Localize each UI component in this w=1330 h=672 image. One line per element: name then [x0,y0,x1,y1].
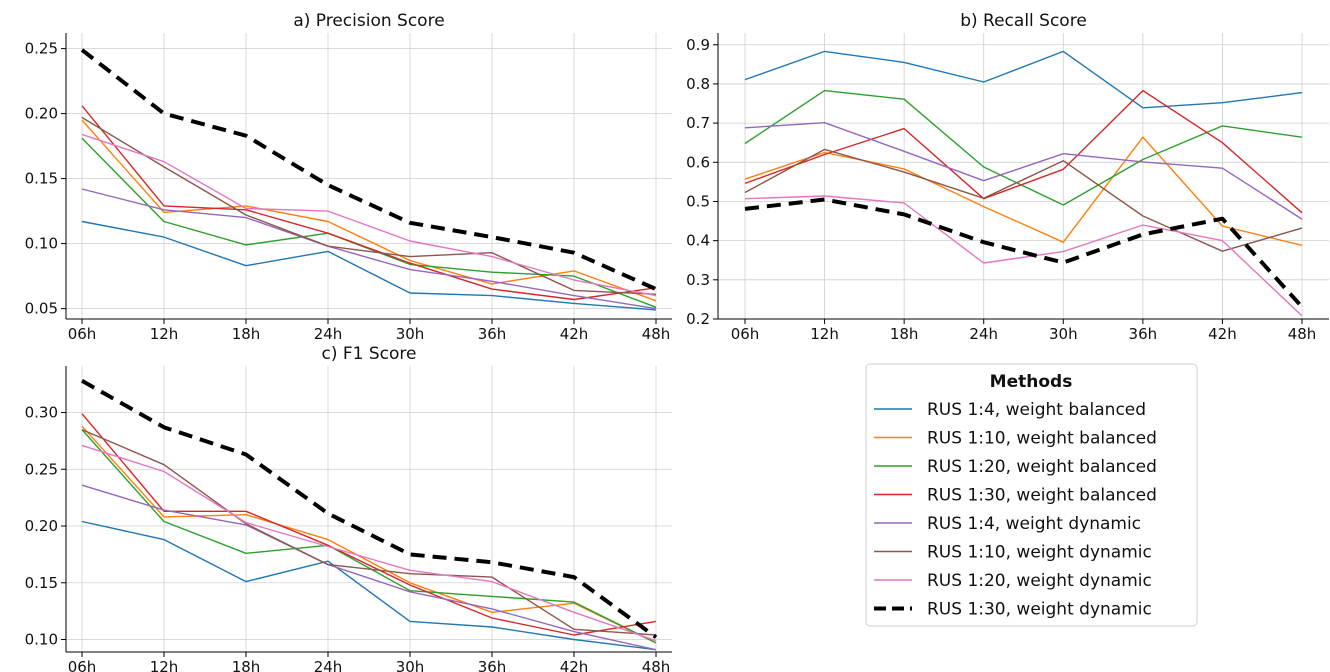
recall-y-tick-label: 0.2 [686,310,710,328]
legend-label-3: RUS 1:20, weight balanced [927,457,1157,477]
legend-title: Methods [990,372,1073,392]
precision-series-line-6 [81,116,657,295]
legend-label-2: RUS 1:10, weight balanced [927,429,1157,449]
legend-entries: RUS 1:4, weight balanced RUS 1:10, weight… [874,400,1157,620]
legend-label-5: RUS 1:4, weight dynamic [927,514,1141,534]
precision-series-line-1 [81,220,657,311]
precision-x-tick-label: 06h [68,325,97,343]
precision-y-tick-label: 0.15 [25,170,58,188]
recall-series-line-8 [744,197,1304,309]
recall-y-tick-label: 0.4 [686,232,710,250]
f1-x-tick-label: 30h [396,658,425,672]
recall-x-tick-label: 06h [731,325,760,343]
precision-chart-title: a) Precision Score [293,11,444,31]
f1-chart-title: c) F1 Score [322,344,417,364]
precision-chart: 06h 12h 18h 24h 30h 36h 42h 48h 0.05 0.10 0.15 0.20… [25,11,672,343]
precision-series-line-8 [80,48,657,291]
f1-series-line-2 [81,425,657,644]
recall-x-tick-label: 42h [1208,325,1237,343]
recall-y-tick-label: 0.5 [686,192,710,210]
f1-y-tick-label: 0.20 [25,517,58,535]
f1-series-line-8 [81,379,658,639]
precision-x-tick-label: 12h [150,325,179,343]
f1-series-line-1 [81,520,657,651]
legend-label-6: RUS 1:10, weight dynamic [927,543,1152,563]
recall-x-tick-label: 12h [810,325,839,343]
f1-y-tick-label: 0.30 [25,404,58,422]
legend: Methods RUS 1:4, weight balanced RUS 1:10… [865,363,1198,627]
f1-chart: 06h 12h 18h 24h 30h 36h 42h 48h 0.10 0.15 0.20 0.25… [25,344,672,672]
precision-y-tick-label: 0.20 [25,105,58,123]
recall-y-tick-label: 0.9 [686,36,710,54]
legend-label-4: RUS 1:30, weight balanced [927,486,1157,506]
recall-series-line-3 [744,89,1303,206]
precision-y-tick-label: 0.10 [25,235,58,253]
recall-x-tick-label: 30h [1049,325,1078,343]
precision-x-tick-label: 42h [560,325,589,343]
precision-y-tick-label: 0.05 [25,300,58,318]
legend-label-1: RUS 1:4, weight balanced [927,400,1146,420]
f1-x-tick-label: 18h [232,658,261,672]
recall-x-tick-label: 24h [969,325,998,343]
recall-series-line-7 [744,195,1303,317]
f1-series-line-5 [81,484,657,651]
f1-y-tick-label: 0.25 [25,460,58,478]
precision-series-line-4 [81,105,657,301]
legend-label-7: RUS 1:20, weight dynamic [927,571,1152,591]
precision-x-tick-label: 24h [314,325,343,343]
recall-chart: 06h 12h 18h 24h 30h 36h 42h 48h 0.2 0.3 0.4 0.5 0.6 0… [686,11,1329,343]
precision-x-tick-label: 36h [478,325,507,343]
recall-series-line-1 [744,50,1303,109]
f1-x-tick-label: 48h [642,658,671,672]
precision-y-tick-label: 0.25 [25,40,58,58]
precision-x-tick-label: 18h [232,325,261,343]
f1-x-tick-label: 06h [68,658,97,672]
f1-series-line-7 [81,444,657,642]
precision-x-tick-label: 48h [642,325,671,343]
f1-series-line-4 [81,413,657,636]
recall-x-tick-label: 36h [1129,325,1158,343]
precision-x-tick-label: 30h [396,325,425,343]
legend-label-8: RUS 1:30, weight dynamic [927,600,1152,620]
recall-y-tick-label: 0.8 [686,75,710,93]
recall-series-line-4 [744,89,1303,214]
f1-x-tick-label: 24h [314,658,343,672]
recall-series-line-6 [744,148,1303,252]
precision-series-line-7 [81,133,657,297]
recall-y-tick-label: 0.6 [686,153,710,171]
recall-y-tick-label: 0.7 [686,114,710,132]
recall-chart-title: b) Recall Score [960,11,1087,31]
legend-frame [865,363,1198,627]
recall-series-line-2 [744,136,1303,246]
f1-x-tick-label: 42h [560,658,589,672]
f1-x-tick-label: 12h [150,658,179,672]
f1-y-tick-label: 0.15 [25,574,58,592]
f1-y-tick-label: 0.10 [25,631,58,649]
f1-x-tick-label: 36h [478,658,507,672]
recall-y-tick-label: 0.3 [686,271,710,289]
f1-series-line-3 [81,429,657,644]
precision-series-line-5 [81,188,657,310]
recall-series-line-5 [744,121,1303,220]
recall-x-tick-label: 18h [890,325,919,343]
recall-x-tick-label: 48h [1288,325,1317,343]
f1-series-line-6 [81,428,657,636]
